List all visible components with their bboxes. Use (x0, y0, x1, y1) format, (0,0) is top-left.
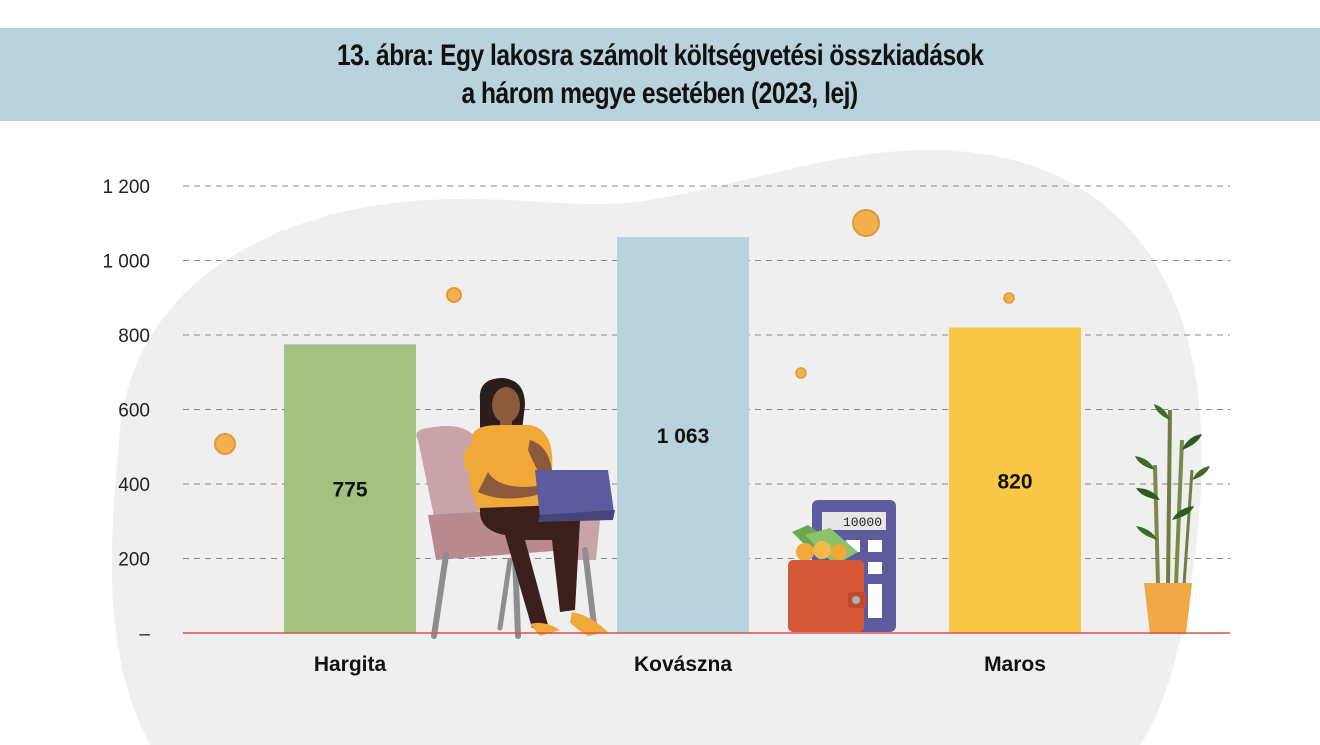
category-label-kovászna: Kovászna (634, 653, 732, 676)
plant-illustration (1135, 404, 1210, 634)
coin-icon (852, 209, 880, 237)
y-tick-label: 800 (118, 326, 150, 347)
y-tick-label: – (139, 624, 150, 645)
calculator-display: 10000 (843, 515, 882, 530)
wallet-and-calculator-illustration: 10000 (788, 500, 896, 632)
title-band: 13. ábra: Egy lakosra számolt költségvet… (0, 28, 1320, 121)
y-tick-label: 400 (118, 475, 150, 496)
y-tick-label: 200 (118, 550, 150, 571)
coin-icon (1003, 292, 1015, 304)
y-axis-ticks: – 200 400 600 800 1 000 1 200 (102, 177, 150, 645)
value-label-kovászna: 1 063 (657, 425, 710, 448)
y-tick-label: 1 000 (102, 252, 150, 273)
value-label-maros: 820 (997, 470, 1032, 493)
category-label-maros: Maros (984, 653, 1046, 676)
category-label-hargita: Hargita (314, 653, 387, 676)
bar-hargita (284, 344, 416, 633)
coin-icon (795, 367, 807, 379)
person-in-armchair-illustration (416, 378, 615, 639)
y-tick-label: 600 (118, 401, 150, 422)
x-axis-category-labels: Hargita Kovászna Maros (314, 653, 1046, 676)
coin-icon (214, 433, 236, 455)
person (463, 378, 615, 636)
y-tick-label: 1 200 (102, 177, 150, 198)
coin-decorations (214, 209, 1015, 455)
value-label-hargita: 775 (332, 479, 367, 502)
title-line-1: 13. ábra: Egy lakosra számolt költségvet… (336, 38, 984, 72)
bar-kovászna (617, 237, 749, 633)
value-labels: 775 1 063 820 (332, 425, 1032, 502)
wallet (788, 525, 866, 632)
bar-maros (949, 327, 1081, 633)
title-line-2: a három megye esetében (2023, lej) (461, 76, 859, 110)
coin-icon (446, 287, 462, 303)
bars (284, 237, 1081, 633)
